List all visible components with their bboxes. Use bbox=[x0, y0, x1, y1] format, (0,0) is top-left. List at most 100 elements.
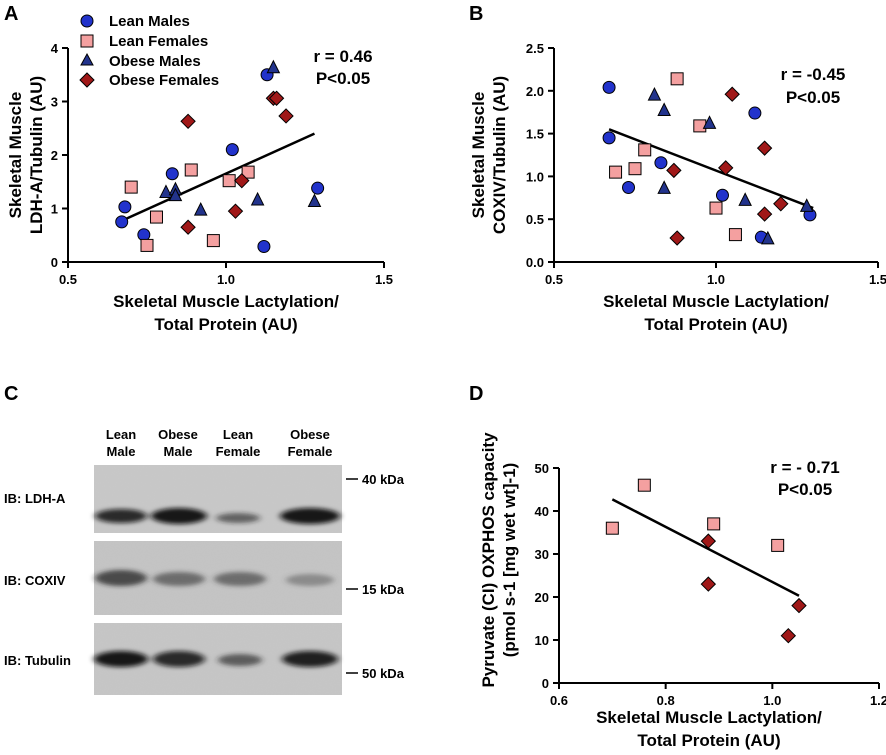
chart-d-x-axis: 0.6 0.8 1.0 1.2 Skeletal Muscle Lactylation… bbox=[550, 682, 886, 750]
row-label-tubulin: IB: Tubulin bbox=[4, 653, 71, 668]
band-tubulin-lean-female bbox=[218, 654, 262, 666]
chart-d-point-obese-female bbox=[700, 533, 717, 549]
chart-a-point-obese-female bbox=[180, 219, 196, 235]
western-blot: Lean Male Obese Male Lean Female Obese F… bbox=[4, 427, 405, 695]
chart-d-point-obese-female bbox=[700, 576, 717, 592]
chart-b-point-lean-male bbox=[602, 131, 616, 145]
chart-a-point-obese-female bbox=[227, 203, 244, 219]
chart-b-ytick-label: 0.0 bbox=[526, 255, 544, 270]
chart-a-point-obese-female bbox=[268, 90, 285, 106]
chart-a-point-lean-male bbox=[225, 143, 239, 157]
chart-b-point-obese-female bbox=[666, 162, 682, 179]
chart-d-ytick-label: 50 bbox=[535, 461, 549, 476]
chart-b-point-lean-female bbox=[670, 72, 684, 86]
legend-marker-square bbox=[80, 34, 94, 48]
chart-b-ytick-label: 2.5 bbox=[526, 41, 544, 56]
chart-b-p-value: P<0.05 bbox=[786, 88, 840, 107]
chart-a-ylabel-2: LDH-A/Tubulin (AU) bbox=[27, 76, 46, 234]
lane-label-2-line1: Obese bbox=[158, 427, 198, 442]
legend-marker-diamond bbox=[79, 72, 95, 88]
lane-label-4-line2: Female bbox=[288, 444, 333, 459]
panel-label-c: C bbox=[4, 383, 18, 405]
lane-labels: Lean Male Obese Male Lean Female Obese F… bbox=[106, 427, 333, 459]
panel-label-a: A bbox=[4, 3, 18, 25]
legend: Lean Males Lean Females Obese Males Obes… bbox=[79, 13, 219, 89]
chart-a-point-lean-male bbox=[311, 181, 325, 195]
band-tubulin-obese-male bbox=[153, 651, 205, 667]
chart-b-regression-line bbox=[608, 128, 814, 210]
lane-label-1-line2: Male bbox=[107, 444, 136, 459]
chart-b-point-obese-male bbox=[657, 102, 671, 116]
chart-a-point-lean-female bbox=[124, 180, 138, 194]
chart-b-point-lean-male bbox=[622, 181, 636, 195]
chart-d-xtick-label: 0.8 bbox=[657, 693, 675, 708]
chart-a-ytick-label: 2 bbox=[51, 148, 58, 163]
chart-a-point-obese-male bbox=[168, 187, 183, 202]
chart-d-ytick-label: 40 bbox=[535, 504, 549, 519]
lane-label-4-line1: Obese bbox=[290, 427, 330, 442]
chart-d-p-value: P<0.05 bbox=[778, 480, 832, 499]
chart-d-r-value: r = - 0.71 bbox=[770, 458, 839, 477]
chart-a-point-lean-female bbox=[222, 174, 236, 188]
chart-a-point-obese-male bbox=[193, 201, 208, 216]
chart-a-point-lean-male bbox=[115, 215, 129, 229]
marker-label-50kda: 50 kDa bbox=[362, 666, 405, 681]
chart-b-point-obese-female bbox=[718, 160, 734, 176]
chart-b-ytick-label: 1.5 bbox=[526, 127, 544, 142]
chart-a-point-lean-male bbox=[118, 200, 132, 214]
chart-b-point-lean-female bbox=[638, 143, 652, 157]
chart-a-point-obese-male bbox=[266, 59, 281, 74]
chart-a-xtick-label: 1.0 bbox=[217, 272, 235, 287]
lane-label-2-line2: Male bbox=[164, 444, 193, 459]
chart-a-point-lean-female bbox=[149, 210, 163, 224]
chart-d-xtick-label: 1.0 bbox=[763, 693, 781, 708]
chart-a-point-lean-male bbox=[165, 167, 179, 181]
chart-d-regression-line bbox=[611, 498, 800, 597]
chart-a-ytick-label: 3 bbox=[51, 95, 58, 110]
chart-a-ytick-label: 0 bbox=[51, 255, 58, 270]
chart-b-xlabel-2: Total Protein (AU) bbox=[644, 315, 787, 334]
chart-a-point-lean-female bbox=[206, 234, 220, 248]
chart-b-point-lean-female bbox=[693, 119, 707, 133]
band-tubulin-lean-male bbox=[94, 651, 148, 667]
chart-b-point-obese-female bbox=[756, 140, 773, 156]
band-ldha-obese-female bbox=[280, 508, 340, 524]
chart-a-regression-line bbox=[121, 132, 315, 222]
lane-label-1-line1: Lean bbox=[106, 427, 136, 442]
band-coxiv-obese-male bbox=[153, 572, 205, 586]
chart-b-point-lean-female bbox=[709, 201, 723, 215]
chart-b-point-obese-female bbox=[669, 230, 685, 246]
chart-a-point-lean-female bbox=[140, 238, 154, 252]
band-ldha-lean-female bbox=[216, 513, 260, 523]
chart-b-xtick-label: 1.5 bbox=[869, 272, 886, 287]
lane-label-3-line1: Lean bbox=[223, 427, 253, 442]
chart-a-r-value: r = 0.46 bbox=[313, 47, 372, 66]
chart-b-xtick-label: 1.0 bbox=[707, 272, 725, 287]
chart-b: 0.00.51.01.52.02.5 Skeletal Muscle COXIV… bbox=[469, 41, 886, 334]
chart-a: 0 1 2 3 4 Skeletal Muscle LDH-A/Tubulin (AU)… bbox=[6, 13, 393, 334]
chart-b-ylabel-1: Skeletal Muscle bbox=[469, 92, 488, 219]
blot-bands bbox=[94, 508, 340, 667]
band-coxiv-obese-female bbox=[286, 574, 334, 586]
legend-label-lean-females: Lean Females bbox=[109, 33, 208, 50]
legend-label-obese-females: Obese Females bbox=[109, 72, 219, 89]
chart-b-xtick-label: 0.5 bbox=[545, 272, 563, 287]
chart-d-ytick-label: 0 bbox=[542, 676, 549, 691]
chart-a-point-obese-female bbox=[234, 172, 250, 189]
chart-b-point-lean-female bbox=[609, 165, 623, 179]
chart-a-xtick-label: 1.5 bbox=[375, 272, 393, 287]
chart-a-point-obese-male bbox=[159, 184, 173, 198]
chart-b-point-lean-female bbox=[628, 162, 642, 176]
chart-b-point-obese-male bbox=[761, 230, 775, 245]
chart-d-ytick-label: 30 bbox=[535, 547, 549, 562]
chart-b-point-lean-male bbox=[654, 156, 668, 170]
chart-b-point-obese-male bbox=[738, 192, 752, 206]
chart-a-point-lean-male bbox=[257, 239, 271, 253]
chart-d-point-obese-female bbox=[780, 627, 797, 644]
chart-b-point-lean-male bbox=[748, 106, 762, 120]
legend-label-obese-males: Obese Males bbox=[109, 53, 201, 70]
chart-a-ytick-label: 1 bbox=[51, 202, 58, 217]
marker-label-15kda: 15 kDa bbox=[362, 582, 405, 597]
chart-d-ytick-label: 10 bbox=[535, 633, 549, 648]
panel-label-b: B bbox=[469, 3, 483, 25]
